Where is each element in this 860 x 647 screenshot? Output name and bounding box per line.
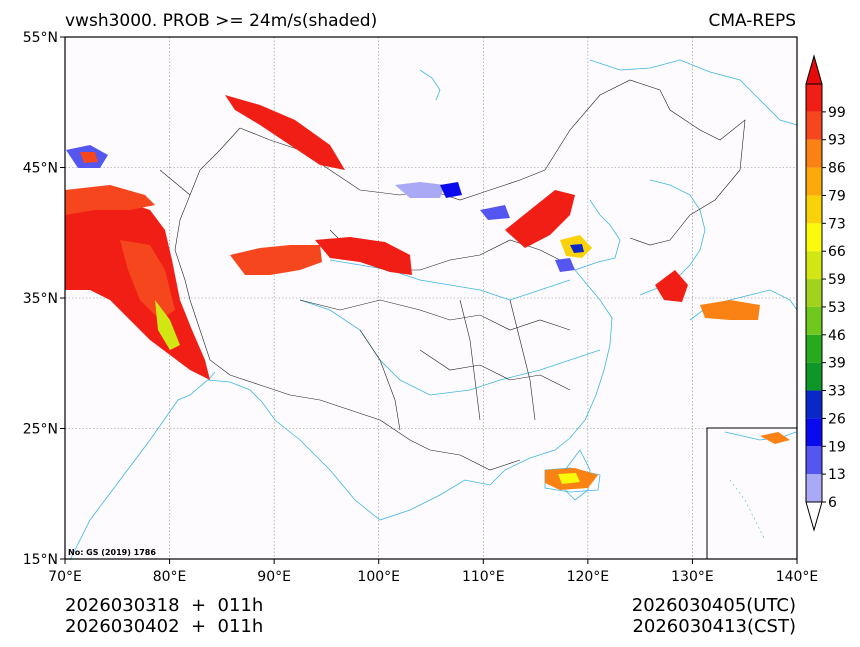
colorbar-label: 66 <box>828 244 846 260</box>
province-lines-6 <box>509 299 536 421</box>
colorbar-swatch <box>806 418 822 447</box>
x-tick-label: 120°E <box>567 569 610 585</box>
map-panel: No: GS (2019) 1786 <box>64 36 798 561</box>
colorbar-label: 13 <box>828 467 846 483</box>
colorbar-label: 39 <box>828 356 846 372</box>
x-tick-label: 90°E <box>257 569 291 585</box>
x-axis: 70°E 80°E 90°E 100°E 110°E 120°E 130°E 140°E <box>48 559 818 585</box>
x-tick-label: 70°E <box>48 569 82 585</box>
x-tick-label: 130°E <box>671 569 714 585</box>
colorbar-label: 33 <box>828 384 846 400</box>
colorbar-swatch <box>806 195 822 224</box>
valid-time-utc: 2026030405(UTC) <box>632 595 796 616</box>
colorbar-label: 6 <box>828 495 837 511</box>
colorbar-swatch <box>806 167 822 196</box>
coastline-okhotsk <box>589 59 798 126</box>
colorbar-label: 19 <box>828 439 846 455</box>
border-kazakh <box>159 169 191 196</box>
colorbar-label: 26 <box>828 411 846 427</box>
coastlines <box>69 59 798 561</box>
colorbar-label: 59 <box>828 272 846 288</box>
model-name: CMA-REPS <box>708 11 796 31</box>
province-lines-5 <box>459 299 481 421</box>
colorbar-swatch <box>806 334 822 363</box>
colorbar-swatch <box>806 446 822 475</box>
colorbar-swatch <box>806 306 822 335</box>
colorbar-swatch <box>806 223 822 252</box>
valid-time-cst: 2026030413(CST) <box>632 616 796 637</box>
colorbar-label: 86 <box>828 161 846 177</box>
colorbar-over-arrow <box>805 54 823 85</box>
colorbar-label: 93 <box>828 133 846 149</box>
colorbar-label: 53 <box>828 300 846 316</box>
colorbar-label: 73 <box>828 216 846 232</box>
colorbar-swatch <box>806 362 822 391</box>
border-west-south <box>174 127 521 471</box>
x-tick-label: 140°E <box>776 569 819 585</box>
colorbar-swatch <box>806 251 822 280</box>
x-tick-label: 100°E <box>357 569 400 585</box>
colorbar-swatch <box>806 279 822 307</box>
lake-baikal <box>419 69 441 101</box>
province-lines-3 <box>419 349 571 391</box>
y-axis: 15°N 25°N 35°N 45°N 55°N <box>23 30 65 568</box>
coastline-hainan <box>544 467 601 493</box>
colorbar-swatch <box>806 84 822 112</box>
colorbar-frame <box>805 83 823 503</box>
init-time-cst: 2026030402 + 011h <box>65 616 263 637</box>
review-number: No: GS (2019) 1786 <box>68 548 156 557</box>
x-tick-label: 110°E <box>462 569 505 585</box>
map-title: vwsh3000. PROB >= 24m/s(shaded) <box>65 11 377 31</box>
y-tick-label: 15°N <box>23 552 58 568</box>
y-tick-label: 45°N <box>23 161 58 177</box>
y-tick-label: 55°N <box>23 30 58 46</box>
province-lines-1 <box>299 299 571 331</box>
colorbar-label: 79 <box>828 188 846 204</box>
colorbar-swatch <box>806 139 822 168</box>
y-tick-label: 25°N <box>23 422 58 438</box>
colorbar-swatch <box>806 390 822 419</box>
province-lines-4 <box>359 329 401 431</box>
coastline-india <box>69 371 216 561</box>
colorbar-label: 99 <box>828 105 846 121</box>
river-yangtze <box>299 299 601 396</box>
colorbar-swatch <box>806 111 822 140</box>
colorbar: 6 13 19 26 33 39 46 53 59 66 73 79 86 93 99 <box>805 54 846 532</box>
river-yellow <box>329 259 571 301</box>
init-time-utc: 2026030318 + 011h <box>65 595 263 616</box>
probability-shading <box>65 95 760 490</box>
colorbar-under-arrow <box>805 501 823 532</box>
colorbar-swatch <box>806 474 822 502</box>
south-china-sea-inset <box>706 427 798 560</box>
y-tick-label: 35°N <box>23 291 58 307</box>
x-tick-label: 80°E <box>153 569 187 585</box>
coastline-mainland <box>207 199 621 521</box>
colorbar-label: 46 <box>828 328 846 344</box>
border-north <box>239 79 746 246</box>
